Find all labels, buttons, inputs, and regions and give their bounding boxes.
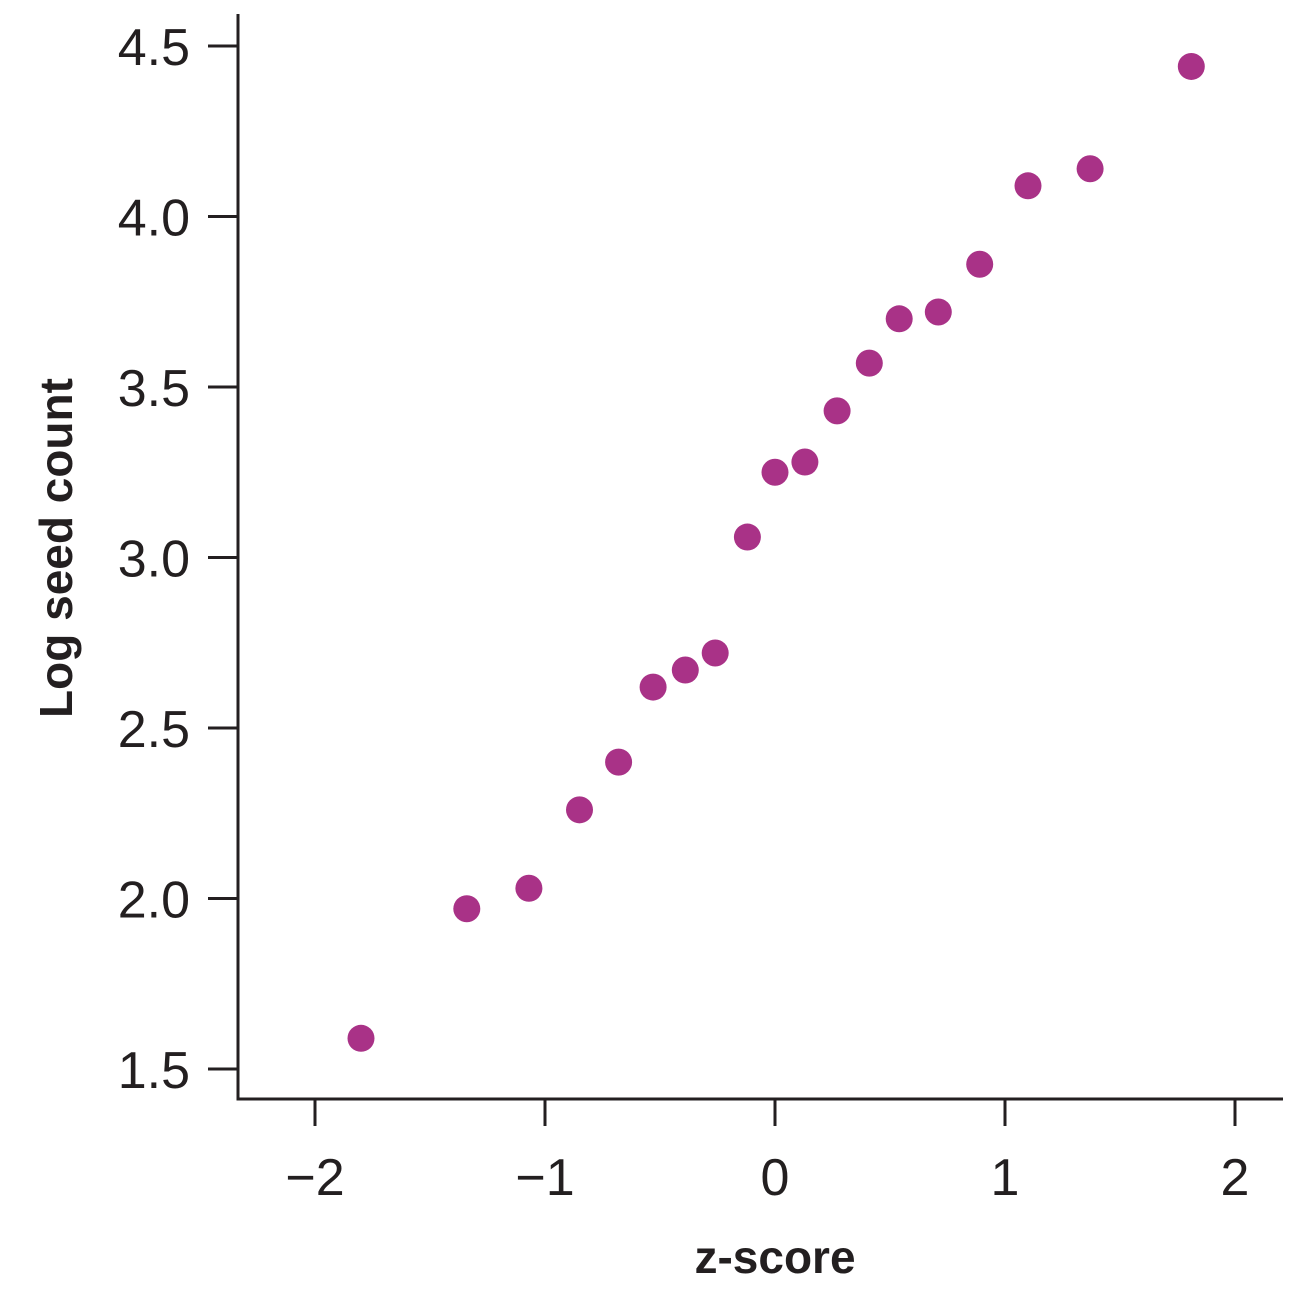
data-point (855, 349, 883, 377)
x-axis-ticks: −2 −1 0 1 2 (285, 1099, 1249, 1207)
y-tick-label: 2.0 (118, 872, 190, 930)
data-point (515, 874, 543, 902)
data-point (924, 298, 952, 326)
data-point (761, 458, 789, 486)
x-tick-label: 2 (1221, 1149, 1250, 1207)
data-point (347, 1024, 375, 1052)
data-point (1177, 52, 1205, 80)
y-axis-ticks: 1.5 2.0 2.5 3.0 3.5 4.0 4.5 (118, 19, 238, 1100)
y-tick-label: 3.5 (118, 360, 190, 418)
data-point (966, 250, 994, 278)
data-point (791, 448, 819, 476)
data-point (733, 523, 761, 551)
y-axis-title: Log seed count (30, 378, 82, 718)
data-point (1014, 172, 1042, 200)
y-tick-label: 2.5 (118, 701, 190, 759)
data-point (885, 305, 913, 333)
x-tick-label: 1 (991, 1149, 1020, 1207)
data-point (823, 397, 851, 425)
x-tick-label: 0 (761, 1149, 790, 1207)
data-point (639, 673, 667, 701)
x-tick-label: −1 (515, 1149, 574, 1207)
x-axis-title: z-score (694, 1231, 855, 1283)
data-point (453, 895, 481, 923)
y-tick-label: 1.5 (118, 1042, 190, 1100)
y-tick-label: 3.0 (118, 531, 190, 589)
y-tick-label: 4.5 (118, 19, 190, 77)
data-point (605, 748, 633, 776)
data-points (347, 52, 1205, 1052)
y-tick-label: 4.0 (118, 190, 190, 248)
data-point (701, 639, 729, 667)
x-tick-label: −2 (285, 1149, 344, 1207)
data-point (566, 796, 593, 824)
axes (236, 14, 1283, 1101)
data-point (1076, 155, 1104, 183)
data-point (671, 656, 699, 684)
